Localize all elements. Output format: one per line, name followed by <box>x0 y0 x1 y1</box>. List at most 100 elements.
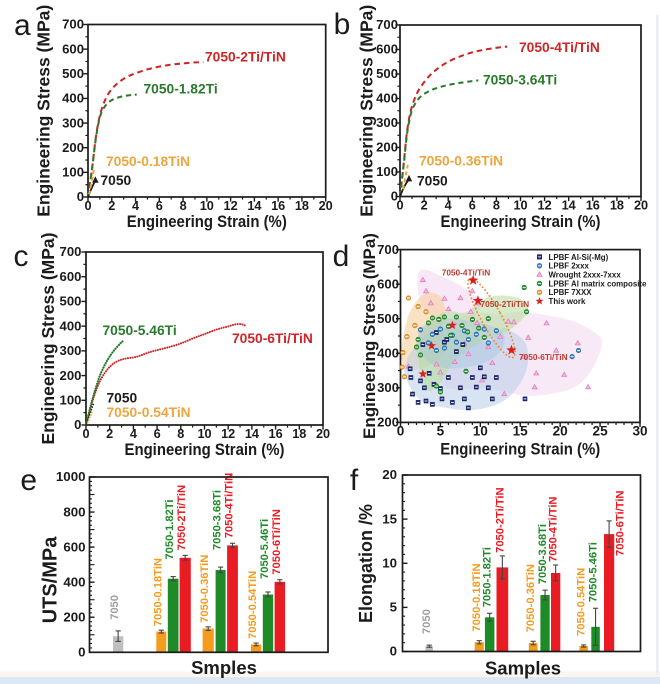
svg-text:Wrought 2xxx-7xxx: Wrought 2xxx-7xxx <box>549 271 622 280</box>
svg-text:600: 600 <box>377 276 399 291</box>
svg-text:7050-2Ti/TiN: 7050-2Ti/TiN <box>176 485 188 551</box>
svg-text:7050-3.68Ti: 7050-3.68Ti <box>537 524 549 584</box>
svg-text:0: 0 <box>397 423 405 438</box>
svg-text:7050-0.18TiN: 7050-0.18TiN <box>106 154 190 169</box>
svg-text:UTS/MPa: UTS/MPa <box>40 536 62 624</box>
svg-text:7050: 7050 <box>107 391 138 406</box>
svg-text:20: 20 <box>553 423 568 438</box>
svg-text:2: 2 <box>421 199 428 213</box>
svg-text:This work: This work <box>549 297 586 306</box>
svg-text:20: 20 <box>634 199 648 213</box>
svg-text:7050-0.54TiN: 7050-0.54TiN <box>576 568 588 636</box>
svg-text:2: 2 <box>108 199 115 213</box>
svg-text:0: 0 <box>74 417 81 432</box>
svg-text:Engineering Stress (MPa): Engineering Stress (MPa) <box>357 5 377 217</box>
svg-text:20: 20 <box>316 427 330 441</box>
svg-text:a: a <box>14 9 31 42</box>
svg-text:7050-6Ti/TiN: 7050-6Ti/TiN <box>615 490 627 556</box>
svg-text:16: 16 <box>586 199 600 213</box>
svg-text:700: 700 <box>62 17 84 32</box>
svg-text:5: 5 <box>437 423 445 438</box>
svg-text:200: 200 <box>62 140 84 155</box>
svg-text:7050-0.18TiN: 7050-0.18TiN <box>471 563 483 631</box>
svg-text:300: 300 <box>62 115 84 130</box>
svg-text:7050-1.82Ti: 7050-1.82Ti <box>144 82 218 97</box>
svg-text:7050-1.82Ti: 7050-1.82Ti <box>482 547 494 607</box>
svg-text:7050-3.64Ti: 7050-3.64Ti <box>483 73 557 88</box>
svg-text:7050-6Ti/TiN: 7050-6Ti/TiN <box>271 509 283 575</box>
svg-text:12: 12 <box>224 199 238 213</box>
svg-text:300: 300 <box>377 380 399 395</box>
svg-text:0: 0 <box>77 189 84 204</box>
svg-text:c: c <box>14 240 29 273</box>
svg-text:500: 500 <box>376 66 398 81</box>
svg-text:500: 500 <box>377 311 399 326</box>
svg-text:7050-0.54TiN: 7050-0.54TiN <box>247 571 259 639</box>
svg-text:200: 200 <box>60 368 82 383</box>
svg-text:7050: 7050 <box>101 173 132 188</box>
svg-text:7050: 7050 <box>109 595 121 620</box>
svg-text:100: 100 <box>62 165 84 180</box>
svg-text:Samples: Samples <box>485 658 561 679</box>
svg-text:7050-0.54TiN: 7050-0.54TiN <box>107 405 191 420</box>
svg-text:600: 600 <box>63 539 85 554</box>
svg-text:6: 6 <box>156 199 163 213</box>
svg-text:20: 20 <box>319 199 333 213</box>
svg-text:7050-3.68Ti: 7050-3.68Ti <box>212 490 224 550</box>
svg-text:f: f <box>350 464 359 497</box>
svg-text:Engineering Strain (%): Engineering Strain (%) <box>125 440 285 459</box>
svg-text:18: 18 <box>295 199 309 213</box>
svg-text:Smples: Smples <box>191 657 257 678</box>
svg-text:Engineering Stress (MPa): Engineering Stress (MPa) <box>360 233 379 439</box>
svg-text:14: 14 <box>245 427 259 441</box>
svg-text:8: 8 <box>180 199 187 213</box>
svg-text:200: 200 <box>376 140 398 155</box>
svg-text:300: 300 <box>376 115 398 130</box>
svg-text:20: 20 <box>382 467 397 482</box>
svg-text:100: 100 <box>376 164 398 179</box>
svg-text:400: 400 <box>63 574 85 589</box>
svg-text:10: 10 <box>197 427 211 441</box>
svg-text:16: 16 <box>269 427 283 441</box>
svg-text:LPBF 2xxx: LPBF 2xxx <box>549 262 590 271</box>
svg-text:7050-2Ti/TiN: 7050-2Ti/TiN <box>481 299 530 309</box>
svg-text:7050: 7050 <box>417 174 448 189</box>
svg-text:7050-0.36TiN: 7050-0.36TiN <box>525 564 537 632</box>
svg-text:e: e <box>20 464 37 497</box>
svg-text:4: 4 <box>130 427 137 441</box>
svg-text:500: 500 <box>62 66 84 81</box>
svg-text:7050-2Ti/TiN: 7050-2Ti/TiN <box>205 50 286 65</box>
svg-text:Engineering Stress (MPa): Engineering Stress (MPa) <box>38 233 58 445</box>
svg-text:Elongation /%: Elongation /% <box>356 504 376 623</box>
svg-text:18: 18 <box>292 427 306 441</box>
svg-text:7050-2Ti/TiN: 7050-2Ti/TiN <box>494 487 506 553</box>
svg-text:7050-1.82Ti: 7050-1.82Ti <box>164 499 176 559</box>
svg-text:4: 4 <box>445 199 452 213</box>
svg-text:8: 8 <box>493 199 500 213</box>
svg-text:7050-6Ti/TiN: 7050-6Ti/TiN <box>232 331 313 346</box>
svg-text:7050-0.36TiN: 7050-0.36TiN <box>199 555 211 623</box>
svg-text:Engineering Strain (%): Engineering Strain (%) <box>440 440 600 459</box>
svg-text:1000: 1000 <box>56 469 86 484</box>
svg-text:12: 12 <box>538 199 552 213</box>
svg-text:25: 25 <box>593 423 609 438</box>
svg-text:400: 400 <box>376 91 398 106</box>
svg-text:0: 0 <box>84 199 91 213</box>
svg-text:300: 300 <box>60 343 82 358</box>
svg-text:700: 700 <box>60 244 82 259</box>
svg-text:600: 600 <box>60 269 82 284</box>
svg-text:6: 6 <box>469 199 476 213</box>
svg-text:8: 8 <box>177 427 184 441</box>
svg-text:0: 0 <box>78 645 85 660</box>
svg-text:10: 10 <box>200 199 214 213</box>
svg-text:7050: 7050 <box>421 609 433 634</box>
svg-text:7050-0.18TiN: 7050-0.18TiN <box>152 558 164 626</box>
svg-text:30: 30 <box>632 423 647 438</box>
svg-text:LPBF Al-Si(-Mg): LPBF Al-Si(-Mg) <box>549 253 609 262</box>
svg-text:200: 200 <box>377 415 399 430</box>
svg-text:7050-5.46Ti: 7050-5.46Ti <box>259 519 271 579</box>
svg-text:400: 400 <box>60 318 82 333</box>
svg-text:7050-0.36TiN: 7050-0.36TiN <box>419 154 503 169</box>
svg-text:0: 0 <box>390 644 397 659</box>
svg-text:800: 800 <box>63 504 85 519</box>
